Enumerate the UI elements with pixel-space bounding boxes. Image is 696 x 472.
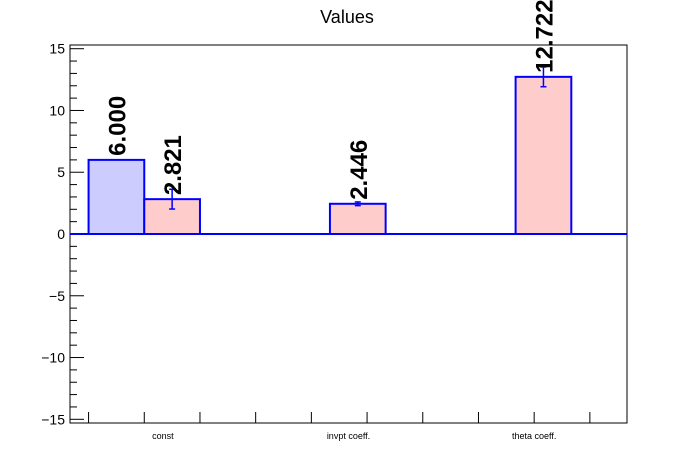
- x-category-label: theta coeff.: [512, 431, 556, 441]
- y-tick-label: −5: [49, 288, 65, 304]
- value-label: 6.000: [104, 96, 131, 156]
- chart-title: Values: [320, 7, 374, 27]
- bar: [328, 202, 387, 235]
- x-category-label: const: [152, 431, 174, 441]
- value-label: 2.821: [160, 135, 187, 195]
- value-label: 12.722: [531, 0, 558, 73]
- bars: [87, 66, 573, 236]
- x-category-label: invpt coeff.: [327, 431, 370, 441]
- y-tick-label: 0: [57, 226, 65, 242]
- y-tick-label: −10: [41, 350, 65, 366]
- bar: [87, 158, 146, 235]
- y-tick-label: 15: [49, 41, 65, 57]
- y-axis: −15 −10 −5 0 5 10 15: [41, 41, 84, 427]
- y-tick-label: 5: [57, 164, 65, 180]
- value-label: 2.446: [346, 140, 373, 200]
- y-tick-label: −15: [41, 411, 65, 427]
- bar: [514, 75, 573, 235]
- x-axis: const invpt coeff. theta coeff.: [88, 412, 591, 441]
- y-tick-label: 10: [49, 102, 65, 118]
- value-labels: 6.000 2.821 2.446 12.722: [104, 0, 558, 200]
